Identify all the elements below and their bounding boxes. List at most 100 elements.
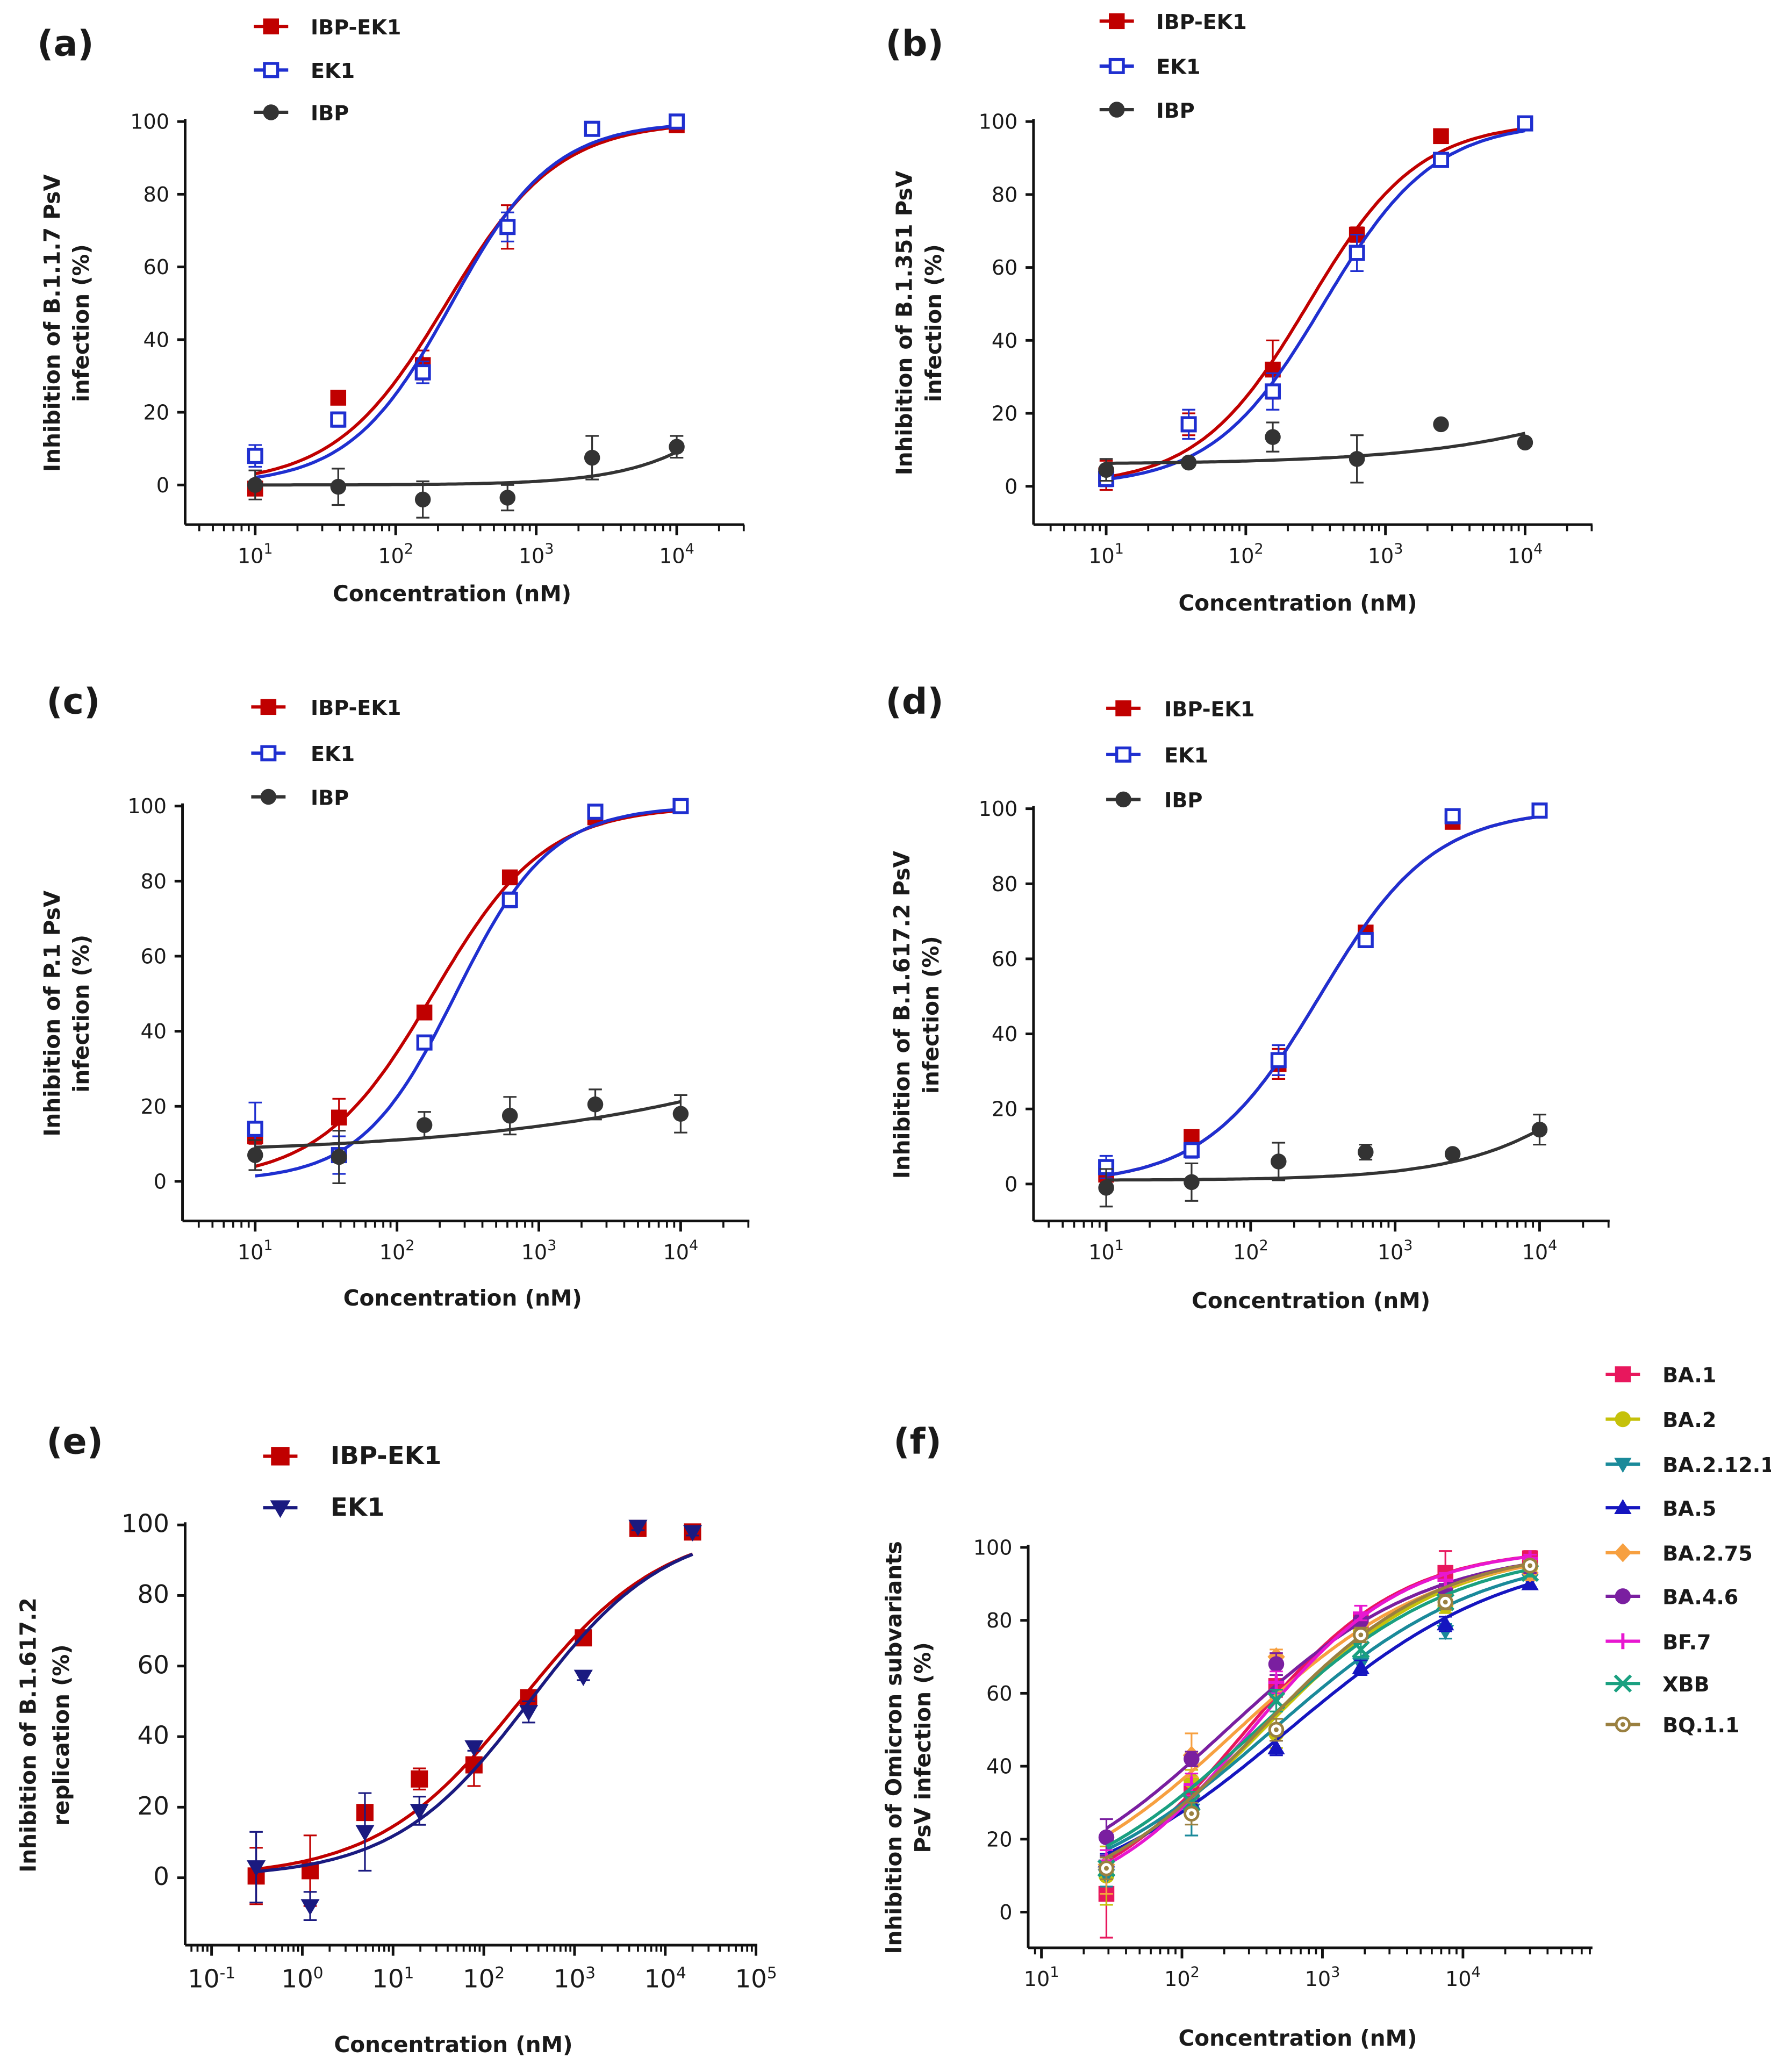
- legend-label: EK1: [1157, 55, 1201, 79]
- x-tick-label: 103: [1305, 1964, 1340, 1991]
- hexagon-marker: [1098, 1829, 1115, 1846]
- fit-curve: [1106, 432, 1526, 465]
- series-ek1: [247, 798, 689, 1178]
- circle-marker: [1271, 1153, 1287, 1170]
- circle-marker: [1265, 429, 1281, 445]
- dot: [1443, 1600, 1448, 1605]
- y-tick-label: 60: [992, 256, 1017, 279]
- x-tick-label: 101: [238, 541, 273, 568]
- plus-marker: [1353, 1605, 1369, 1621]
- square-marker: [263, 18, 279, 34]
- open-square-marker: [672, 798, 689, 814]
- series-ibp: [1098, 1114, 1548, 1208]
- legend-label: IBP: [311, 786, 349, 809]
- circle-marker: [1115, 791, 1131, 808]
- tick-base: 10: [238, 544, 263, 568]
- tick-base: 10: [238, 1241, 263, 1264]
- open-square-marker: [1349, 245, 1365, 261]
- tick-exponent: 1: [263, 1237, 273, 1254]
- fit-curve: [255, 450, 678, 487]
- series-ba-2-75: [1098, 1563, 1539, 1895]
- tick-exponent: 1: [404, 1963, 414, 1982]
- tick-exponent: 2: [1191, 1964, 1200, 1981]
- legend-item: EK1: [263, 1493, 385, 1522]
- tick-exponent: -1: [220, 1963, 235, 1982]
- open-circle-dot-marker: [1098, 1860, 1115, 1876]
- square-marker: [1615, 1366, 1631, 1382]
- x-tick-label: 104: [1445, 1964, 1481, 1991]
- tick-exponent: 2: [1254, 541, 1264, 557]
- fit-curve: [1106, 1128, 1540, 1182]
- series-ba-1: [1098, 1550, 1538, 1939]
- y-tick-label: 100: [979, 110, 1018, 134]
- x-tick-label: 103: [521, 1237, 557, 1264]
- y-tick-label: 60: [992, 947, 1017, 971]
- triangle-up-marker: [1521, 1575, 1539, 1590]
- y-tick-label: 20: [138, 1792, 169, 1821]
- series-ek1: [247, 113, 685, 479]
- fit-curve: [256, 1552, 693, 1871]
- open-circle-dot-marker: [1184, 1805, 1200, 1822]
- y-axis-title: Inhibition of B.1.617.2: [16, 1597, 41, 1873]
- circle-marker: [1108, 102, 1125, 118]
- legend-item: IBP-EK1: [1099, 10, 1247, 34]
- open-square-marker: [501, 892, 518, 908]
- legend-label: IBP-EK1: [1157, 10, 1247, 34]
- y-tick-label: 0: [999, 1901, 1012, 1924]
- legend-label: IBP: [1157, 99, 1195, 123]
- legend-label: IBP-EK1: [311, 696, 401, 720]
- plus-marker: [1268, 1674, 1285, 1690]
- open-square-marker: [330, 411, 347, 428]
- tick-base: 10: [1233, 1241, 1259, 1264]
- series-xbb: [1097, 1564, 1539, 1881]
- circle-marker: [1180, 454, 1197, 471]
- circle-marker: [331, 1149, 347, 1165]
- y-tick-label: 20: [141, 1095, 167, 1119]
- y-axis-title: infection (%): [68, 244, 94, 402]
- panel-label: (d): [885, 680, 943, 722]
- plus-marker: [1437, 1572, 1453, 1588]
- y-axis-title: PsV infection (%): [910, 1642, 936, 1853]
- y-axis-title: Inhibition of B.1.351 PsV: [892, 170, 917, 475]
- y-axis-title: infection (%): [921, 244, 947, 402]
- x-marker: [1614, 1674, 1632, 1693]
- open-square-marker: [1270, 1052, 1287, 1069]
- fit-curve: [255, 1100, 682, 1149]
- square-marker: [331, 1109, 347, 1125]
- tick-exponent: 2: [404, 541, 413, 557]
- circle-marker: [669, 439, 685, 455]
- legend-label: BA.5: [1662, 1497, 1716, 1521]
- open-circle-dot-marker: [1268, 1722, 1285, 1738]
- tick-base: 10: [1164, 1967, 1190, 1991]
- open-circle-dot-marker: [1522, 1558, 1538, 1574]
- circle-marker: [1444, 1146, 1461, 1162]
- square-marker: [1108, 13, 1125, 30]
- tick-exponent: 4: [685, 541, 694, 557]
- x-tick-label: 103: [519, 541, 554, 568]
- y-tick-label: 80: [986, 1609, 1012, 1632]
- tick-exponent: 2: [494, 1963, 505, 1982]
- series-ibp: [247, 1088, 689, 1185]
- y-tick-label: 40: [992, 329, 1017, 353]
- x-tick-label: 102: [463, 1963, 505, 1994]
- fit-curve: [1106, 815, 1540, 1177]
- plus-marker: [1615, 1633, 1631, 1650]
- y-axis-title: infection (%): [918, 936, 944, 1094]
- y-tick-label: 60: [143, 255, 169, 279]
- y-tick-label: 0: [156, 474, 169, 497]
- square-marker: [1433, 128, 1449, 145]
- open-circle-dot-marker: [1437, 1594, 1453, 1610]
- legend-label: BQ.1.1: [1662, 1713, 1739, 1737]
- dot: [1189, 1811, 1194, 1816]
- panel-label: (c): [46, 680, 100, 722]
- y-tick-label: 20: [986, 1827, 1012, 1851]
- legend-item: BQ.1.1: [1605, 1713, 1740, 1737]
- tick-exponent: 3: [544, 541, 554, 557]
- diamond-marker: [1614, 1543, 1632, 1562]
- open-square-marker: [1115, 746, 1132, 763]
- legend-item: BA.2.12.1: [1605, 1453, 1771, 1477]
- tick-base: 10: [521, 1241, 547, 1264]
- circle-marker: [501, 1107, 518, 1124]
- y-tick-label: 0: [1005, 475, 1017, 498]
